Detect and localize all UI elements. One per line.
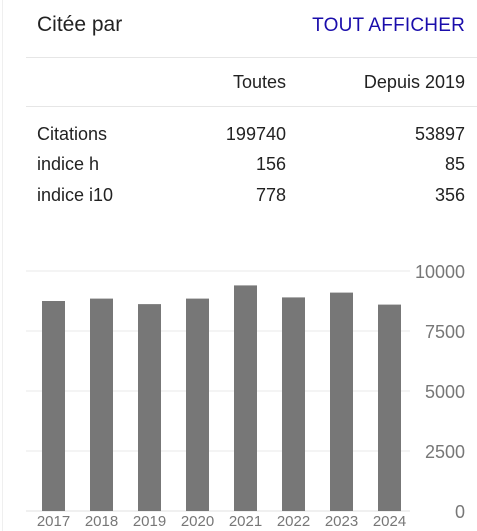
y-tick-label: 10000 <box>415 262 465 282</box>
x-tick-label: 2024 <box>373 513 406 530</box>
bar-2024 <box>378 304 401 511</box>
y-tick-label: 5000 <box>425 382 465 402</box>
i10-index-since-value: 356 <box>434 185 465 205</box>
x-tick-label: 2023 <box>325 513 358 530</box>
header-divider <box>26 57 477 58</box>
row-label-citations: Citations <box>37 124 108 144</box>
view-all-link[interactable]: TOUT AFFICHER <box>312 15 465 36</box>
y-tick-label: 0 <box>455 502 465 522</box>
y-tick-label: 2500 <box>425 442 465 462</box>
bar-2018 <box>90 298 113 511</box>
cited-by-title: Citée par <box>37 13 123 36</box>
bar-2017 <box>42 301 65 511</box>
citations-since-value: 53897 <box>414 124 465 144</box>
bar-2021 <box>234 285 257 511</box>
x-tick-label: 2022 <box>277 513 310 530</box>
row-label-h-index: indice h <box>37 154 100 174</box>
table-header-divider <box>26 106 477 107</box>
row-label-i10-index: indice i10 <box>37 185 114 205</box>
x-tick-label: 2021 <box>229 513 262 530</box>
bar-2022 <box>282 297 305 511</box>
x-tick-label: 2019 <box>133 513 166 530</box>
i10-index-all-value: 778 <box>255 185 286 205</box>
y-tick-label: 7500 <box>425 322 465 342</box>
panel-left-edge <box>2 0 3 531</box>
citations-all-value: 199740 <box>225 124 286 144</box>
bar-2020 <box>186 298 209 511</box>
bar-2023 <box>330 292 353 511</box>
x-tick-label: 2020 <box>181 513 214 530</box>
column-header-since: Depuis 2019 <box>363 72 465 92</box>
h-index-since-value: 85 <box>444 154 465 174</box>
citations-bar-chart: 0 2500 5000 7500 10000 2017 2018 2019 2020 2021 20… <box>26 262 465 530</box>
h-index-all-value: 156 <box>255 154 286 174</box>
bar-2019 <box>138 304 161 511</box>
x-tick-label: 2018 <box>85 513 118 530</box>
x-tick-label: 2017 <box>37 513 70 530</box>
column-header-all: Toutes <box>232 72 286 92</box>
